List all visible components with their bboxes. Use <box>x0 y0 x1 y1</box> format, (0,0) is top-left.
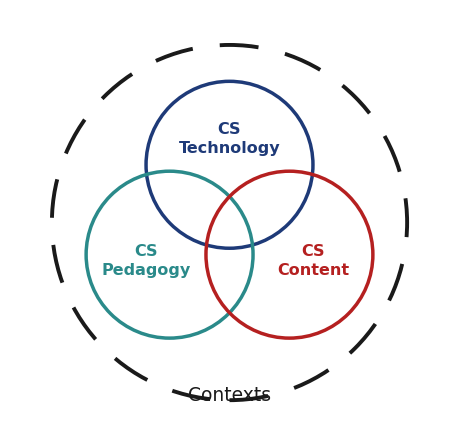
Text: CS
Pedagogy: CS Pedagogy <box>101 244 190 278</box>
Text: CS
Technology: CS Technology <box>179 122 280 156</box>
Text: CS
Content: CS Content <box>277 244 349 278</box>
Text: Contexts: Contexts <box>188 386 271 405</box>
